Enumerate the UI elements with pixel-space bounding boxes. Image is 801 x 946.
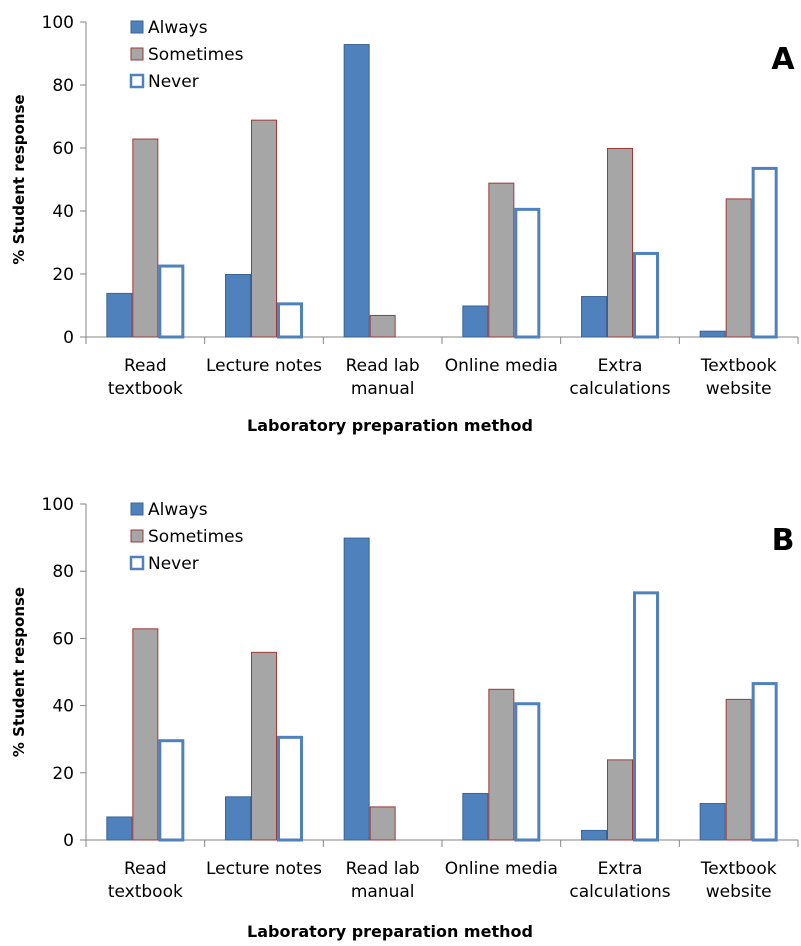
- x-tick-label: Extra: [598, 356, 643, 376]
- x-tick-label: Extra: [598, 859, 643, 879]
- x-tick-label: Read: [124, 356, 167, 376]
- legend-label-never: Never: [148, 72, 199, 92]
- bar-never-6: [751, 166, 778, 339]
- x-tick-label: Textbook: [700, 356, 777, 376]
- panel-label: A: [771, 42, 795, 77]
- bar-sometimes-6: [725, 698, 752, 841]
- bar-always-3: [343, 44, 370, 338]
- y-tick-label: 80: [52, 76, 74, 96]
- bar-never-4: [514, 207, 541, 339]
- panel-label: B: [772, 523, 795, 558]
- y-tick-label: 60: [52, 629, 74, 649]
- bar-never-1: [158, 739, 185, 842]
- bar-always-4: [462, 792, 489, 841]
- legend-swatch-always: [130, 20, 144, 34]
- bar-never-1: [158, 264, 185, 339]
- legend-label-always: Always: [148, 500, 208, 520]
- bar-always-2: [225, 274, 251, 338]
- y-tick-label: 100: [42, 13, 74, 33]
- y-tick-label: 20: [52, 764, 74, 784]
- x-tick-label: calculations: [569, 882, 670, 902]
- x-tick-label: manual: [351, 882, 415, 902]
- chart-panel-b: 0 20 40 60 80 100 % Student response Read textbo…: [10, 495, 799, 941]
- bar-sometimes-5: [607, 759, 633, 841]
- x-tick-label: Read lab: [346, 859, 420, 879]
- bar-sometimes-3: [369, 806, 396, 841]
- bar-never-6: [751, 682, 778, 842]
- x-axis-title: Laboratory preparation method: [247, 922, 533, 941]
- y-tick-label: 80: [52, 562, 74, 582]
- bar-never-5: [633, 251, 659, 339]
- y-tick-label: 40: [52, 697, 74, 717]
- bar-sometimes-4: [488, 182, 515, 338]
- legend-swatch-never: [129, 555, 145, 571]
- x-tick-label: textbook: [108, 379, 183, 399]
- x-axis-title: Laboratory preparation method: [247, 416, 533, 435]
- x-tick-label: Read lab: [346, 356, 420, 376]
- x-tick-label: website: [706, 379, 772, 399]
- legend: Always Sometimes Never: [129, 18, 244, 92]
- bar-sometimes-2: [251, 651, 277, 841]
- bar-sometimes-3: [369, 314, 396, 338]
- x-tick-label: Online media: [445, 356, 558, 376]
- legend-swatch-never: [129, 73, 145, 89]
- x-tick-label: Read: [124, 859, 167, 879]
- legend-label-always: Always: [148, 18, 208, 38]
- bar-sometimes-2: [251, 119, 277, 338]
- bar-never-4: [514, 702, 541, 842]
- bar-never-2: [277, 302, 303, 339]
- x-tick-label: website: [706, 882, 772, 902]
- legend-label-sometimes: Sometimes: [148, 45, 244, 65]
- y-tick-label: 0: [63, 328, 74, 348]
- legend-label-sometimes: Sometimes: [148, 527, 244, 547]
- x-tick-label: manual: [351, 379, 415, 399]
- y-tick-label: 40: [52, 202, 74, 222]
- y-tick-label: 60: [52, 139, 74, 159]
- bar-never-5: [633, 591, 659, 842]
- x-tick-label: textbook: [108, 882, 183, 902]
- y-tick-label: 100: [42, 495, 74, 515]
- bar-sometimes-6: [725, 198, 752, 338]
- x-tick-label: calculations: [569, 379, 670, 399]
- bar-always-6: [699, 803, 726, 841]
- x-tick-label: Online media: [445, 859, 558, 879]
- bar-always-6: [699, 330, 726, 338]
- bar-sometimes-1: [132, 628, 159, 841]
- legend-swatch-always: [130, 502, 144, 516]
- bar-always-3: [343, 537, 370, 841]
- x-tick-label: Lecture notes: [206, 356, 322, 376]
- y-axis-title: % Student response: [10, 587, 28, 757]
- legend-swatch-sometimes: [130, 529, 144, 543]
- bar-always-2: [225, 796, 251, 841]
- chart-panel-a: 0 20 40 60 80 100 % Student response Read textbo…: [10, 13, 799, 435]
- legend: Always Sometimes Never: [129, 500, 244, 574]
- y-axis-title: % Student response: [10, 94, 28, 264]
- bar-never-2: [277, 735, 303, 842]
- bar-always-4: [462, 305, 489, 338]
- y-tick-label: 20: [52, 265, 74, 285]
- x-tick-label: Lecture notes: [206, 859, 322, 879]
- bar-always-1: [106, 292, 133, 338]
- bar-always-5: [581, 829, 607, 841]
- bar-sometimes-4: [488, 688, 515, 841]
- bar-sometimes-5: [607, 148, 633, 338]
- legend-swatch-sometimes: [130, 47, 144, 61]
- x-tick-label: Textbook: [700, 859, 777, 879]
- legend-label-never: Never: [148, 554, 199, 574]
- bar-sometimes-1: [132, 138, 159, 338]
- bar-always-5: [581, 296, 607, 338]
- y-tick-label: 0: [63, 831, 74, 851]
- bar-always-1: [106, 816, 133, 841]
